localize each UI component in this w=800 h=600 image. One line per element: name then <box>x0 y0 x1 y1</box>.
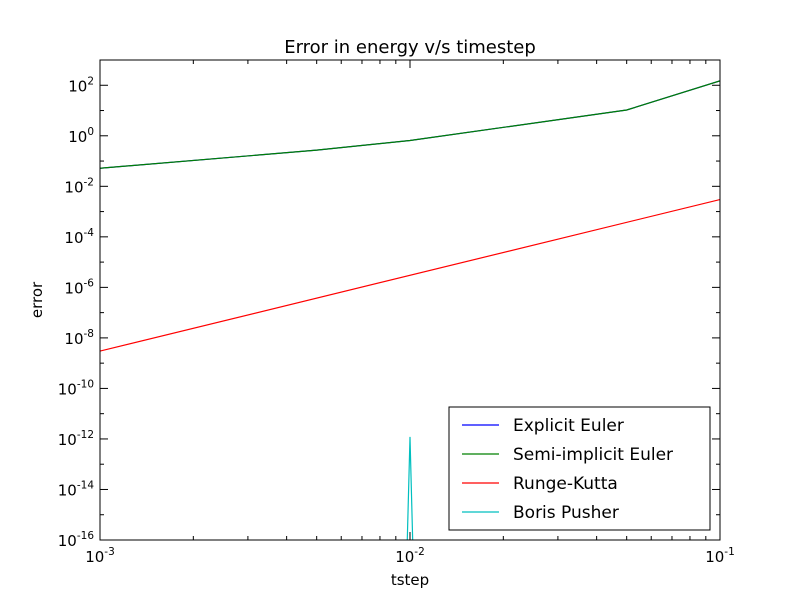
y-tick-label: 10-12 <box>58 429 94 449</box>
chart-title: Error in energy v/s timestep <box>284 37 536 58</box>
y-tick-label: 10-14 <box>58 479 95 499</box>
y-tick-label: 10-16 <box>58 530 95 550</box>
x-axis-label: tstep <box>391 571 429 589</box>
y-tick-label: 102 <box>68 75 94 95</box>
y-tick-label: 100 <box>68 126 94 146</box>
legend-label: Runge-Kutta <box>513 474 618 494</box>
series-line-semi-implicit-euler <box>100 80 720 169</box>
legend-box <box>448 406 711 531</box>
y-tick-label: 10-4 <box>64 227 94 247</box>
y-axis-label: error <box>28 281 46 318</box>
y-tick-label: 10-2 <box>64 176 94 196</box>
legend: Explicit Euler Semi-implicit Euler Runge-K… <box>448 406 711 531</box>
series-line-runge-kutta <box>100 198 720 352</box>
legend-label: Semi-implicit Euler <box>513 445 673 465</box>
legend-label: Explicit Euler <box>513 416 624 436</box>
x-tick-label: 10-2 <box>395 546 425 566</box>
series-group <box>100 80 720 540</box>
y-tick-label: 10-10 <box>58 378 94 398</box>
x-tick-label: 10-3 <box>85 546 115 566</box>
plot-area: 10-3 10-2 10-1 10-16 10-14 10-12 10-10 10-8 10-6… <box>58 59 735 566</box>
y-tick-label: 10-8 <box>64 328 94 348</box>
y-tick-label: 10-6 <box>64 277 94 297</box>
series-line-boris-pusher <box>406 436 414 540</box>
x-tick-label: 10-1 <box>705 546 735 566</box>
legend-label: Boris Pusher <box>513 503 619 523</box>
